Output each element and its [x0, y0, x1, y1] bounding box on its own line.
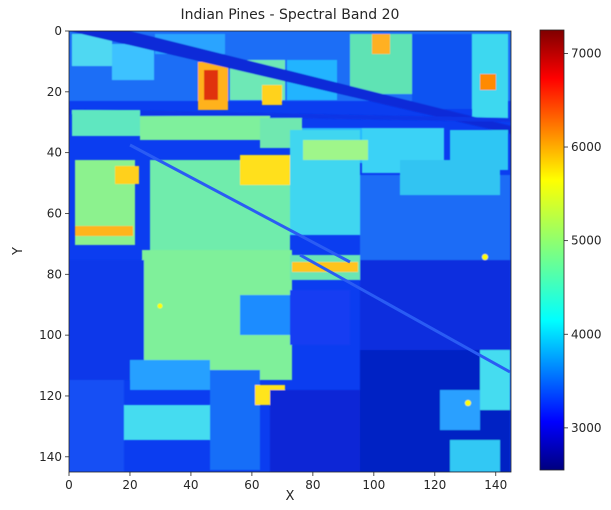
- y-axis-label: Y: [11, 247, 26, 256]
- y-tick-label: 0: [54, 24, 62, 38]
- x-tick-label: 100: [362, 478, 385, 492]
- colorbar-axis: 3000 4000 5000 6000 7000: [564, 46, 602, 435]
- x-tick-label: 0: [65, 478, 73, 492]
- colorbar-tick-label: 4000: [571, 327, 602, 341]
- y-tick-label: 20: [47, 85, 62, 99]
- colorbar-tick-label: 3000: [571, 421, 602, 435]
- y-tick-label: 40: [47, 146, 62, 160]
- y-tick-label: 100: [39, 328, 62, 342]
- y-tick-label: 60: [47, 206, 62, 220]
- colorbar-tick-label: 6000: [571, 140, 602, 154]
- x-tick-label: 140: [484, 478, 507, 492]
- y-axis: 0 20 40 60 80 100 120 140: [39, 24, 69, 464]
- colorbar-tick-label: 5000: [571, 234, 602, 248]
- chart-title: Indian Pines - Spectral Band 20: [181, 7, 400, 23]
- image-frame: [68, 30, 512, 473]
- x-tick-label: 120: [423, 478, 446, 492]
- colorbar: [539, 29, 565, 471]
- y-tick-label: 120: [39, 389, 62, 403]
- x-tick-label: 20: [122, 478, 137, 492]
- x-axis-label: X: [286, 489, 295, 504]
- spectral-band-image: [69, 31, 511, 472]
- x-tick-label: 60: [244, 478, 259, 492]
- colorbar-tick-label: 7000: [571, 46, 602, 60]
- x-axis: 0 20 40 60 80 100 120 140: [65, 472, 507, 492]
- x-tick-label: 40: [183, 478, 198, 492]
- x-tick-label: 80: [305, 478, 320, 492]
- y-tick-label: 140: [39, 450, 62, 464]
- y-tick-label: 80: [47, 267, 62, 281]
